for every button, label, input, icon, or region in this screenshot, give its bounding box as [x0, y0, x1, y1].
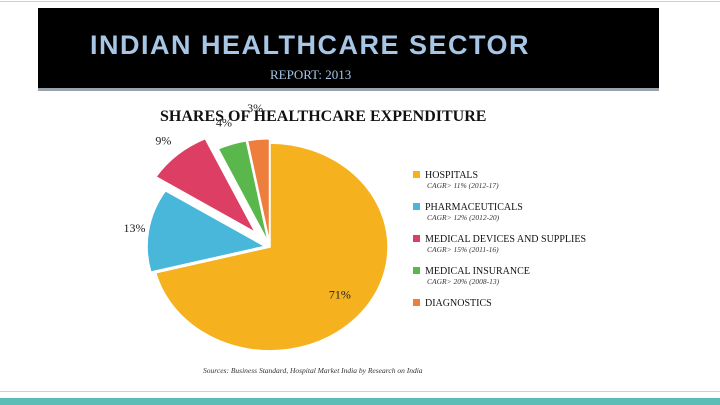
legend-label-hospitals: HOSPITALS [425, 170, 478, 181]
legend-swatch-pharmaceuticals [413, 203, 420, 210]
bottom-rule [0, 391, 720, 392]
pie-slice-labels: 71% 13% 9% 4% 3% [124, 101, 351, 302]
slide-header: INDIAN HEALTHCARE SECTOR REPORT: 2013 [38, 8, 659, 88]
slice-label-medical-insurance: 4% [216, 115, 232, 129]
slide-subtitle: REPORT: 2013 [270, 67, 352, 82]
legend-note-medical-devices-and-supplies: CAGR> 15% (2011-16) [427, 245, 499, 254]
legend-label-pharmaceuticals: PHARMACEUTICALS [425, 202, 523, 213]
legend-label-diagnostics: DIAGNOSTICS [425, 298, 492, 309]
pie-slice-hospitals [154, 142, 389, 352]
legend-label-medical-devices-and-supplies: MEDICAL DEVICES AND SUPPLIES [425, 234, 586, 245]
source-note: Sources: Business Standard, Hospital Mar… [203, 366, 423, 375]
legend-swatch-medical-insurance [413, 267, 420, 274]
legend-note-pharmaceuticals: CAGR> 12% (2012-20) [427, 213, 500, 222]
pie-slice-medical-insurance [217, 139, 270, 244]
pie-slice-medical-devices-and-supplies [154, 137, 258, 235]
slice-label-hospitals: 71% [329, 288, 351, 302]
slice-label-diagnostics: 3% [247, 101, 263, 115]
pie-slice-pharmaceuticals [146, 189, 268, 274]
legend-swatch-diagnostics [413, 299, 420, 306]
legend-swatch-hospitals [413, 171, 420, 178]
top-rule [0, 1, 720, 2]
header-divider [38, 88, 659, 91]
footer-accent-bar [0, 398, 720, 405]
pie-slice-diagnostics [246, 138, 271, 243]
legend-note-medical-insurance: CAGR> 20% (2008-13) [427, 277, 500, 286]
slice-label-medical-devices-and-supplies: 9% [155, 134, 171, 148]
slice-label-pharmaceuticals: 13% [124, 221, 146, 235]
legend-note-hospitals: CAGR> 11% (2012-17) [427, 181, 499, 190]
slide-title: INDIAN HEALTHCARE SECTOR [90, 30, 531, 60]
legend-label-medical-insurance: MEDICAL INSURANCE [425, 266, 530, 277]
pie-slices [146, 137, 389, 352]
legend-swatch-medical-devices-and-supplies [413, 235, 420, 242]
chart-title: SHARES OF HEALTHCARE EXPENDITURE [160, 108, 486, 125]
